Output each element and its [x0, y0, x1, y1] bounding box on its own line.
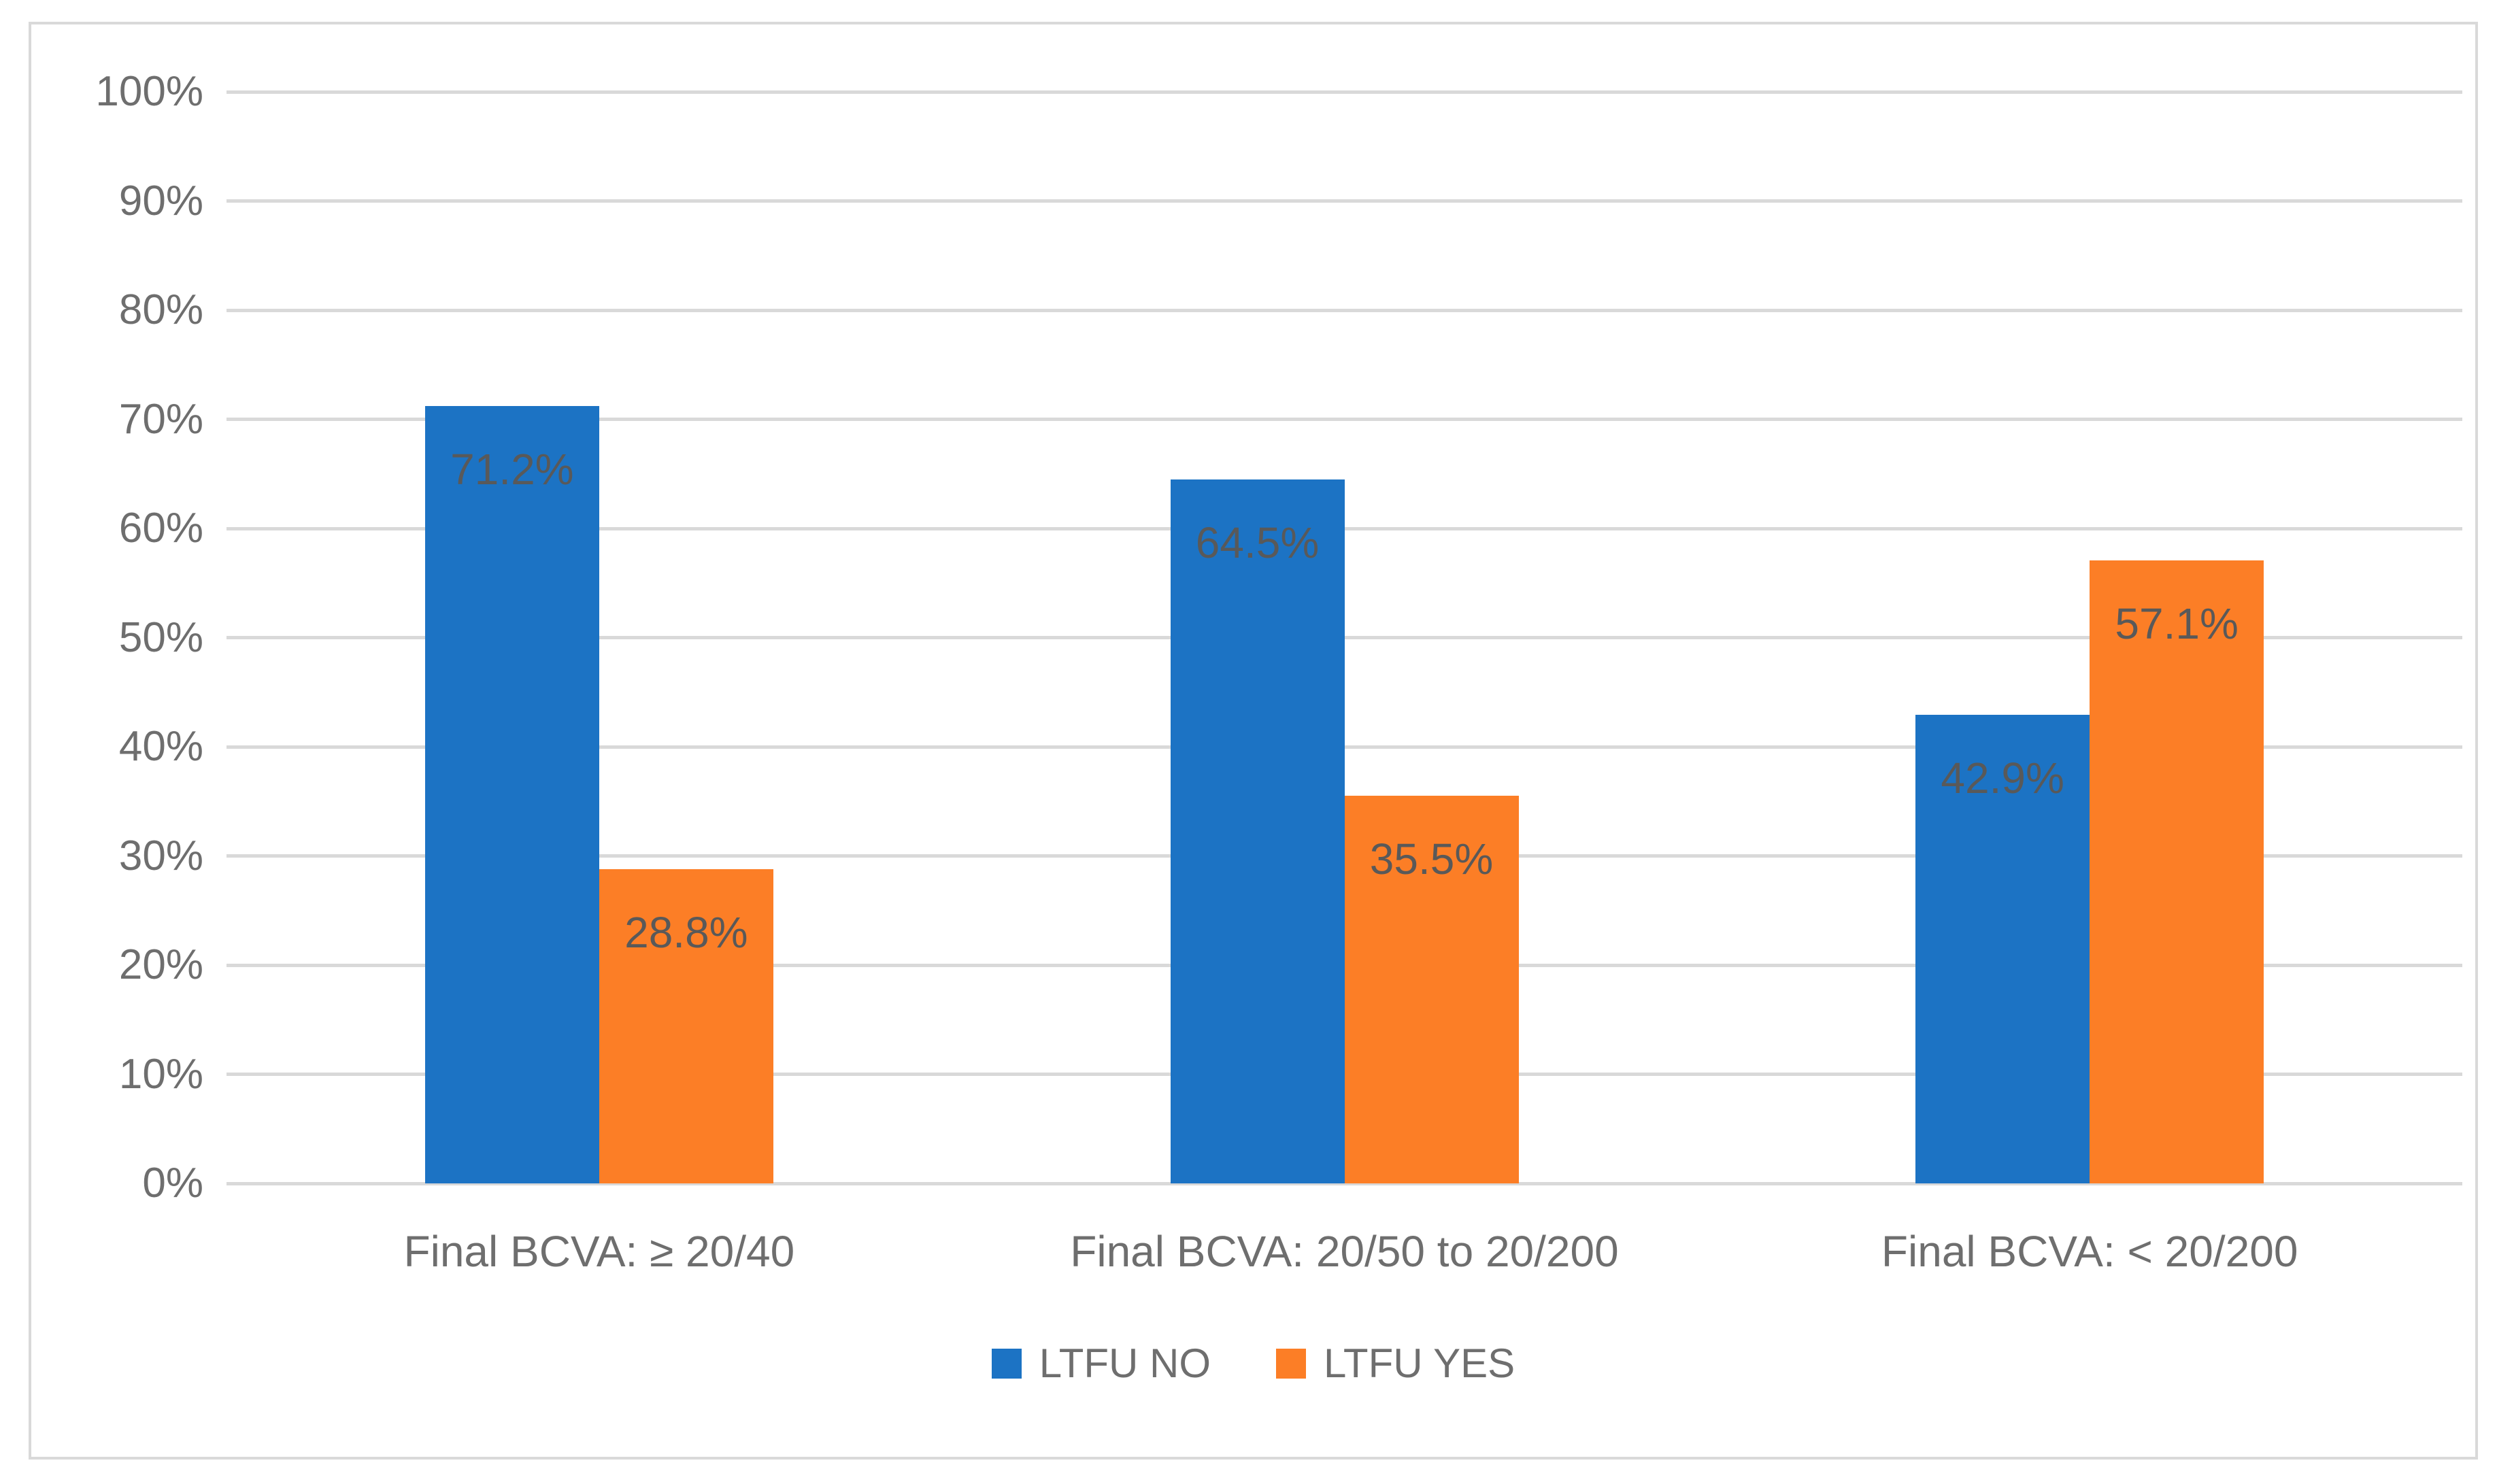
bar-ltfu-yes-0: 28.8%	[599, 869, 773, 1183]
y-tick-label-80: 80%	[118, 286, 203, 333]
y-tick-label-30: 30%	[118, 832, 203, 879]
y-tick-label-100: 100%	[95, 68, 203, 115]
bar-value-label-ltfu-yes-2: 57.1%	[2115, 598, 2239, 648]
bar-value-label-ltfu-no-2: 42.9%	[1941, 754, 2064, 803]
legend-swatch-ltfu-no	[991, 1349, 1022, 1379]
gridline-50	[227, 636, 2462, 639]
y-tick-label-10: 10%	[118, 1050, 203, 1098]
gridline-90	[227, 199, 2462, 203]
legend-swatch-ltfu-yes	[1276, 1349, 1306, 1379]
y-tick-label-70: 70%	[118, 395, 203, 443]
legend-label-ltfu-yes: LTFU YES	[1324, 1340, 1515, 1386]
bar-ltfu-no-0: 71.2%	[424, 406, 599, 1183]
y-tick-label-90: 90%	[118, 177, 203, 224]
y-tick-label-50: 50%	[118, 613, 203, 661]
bar-ltfu-no-2: 42.9%	[1915, 715, 2090, 1183]
bar-ltfu-yes-1: 35.5%	[1344, 796, 1519, 1183]
gridline-100	[227, 90, 2462, 94]
gridline-80	[227, 308, 2462, 312]
legend-item-ltfu-no: LTFU NO	[991, 1340, 1211, 1387]
category-label-0: Final BCVA: ≥ 20/40	[403, 1227, 795, 1276]
bar-value-label-ltfu-yes-0: 28.8%	[624, 907, 748, 957]
bar-value-label-ltfu-yes-1: 35.5%	[1369, 834, 1494, 884]
bar-value-label-ltfu-no-0: 71.2%	[450, 445, 574, 494]
category-label-1: Final BCVA: 20/50 to 20/200	[1070, 1227, 1619, 1276]
bar-ltfu-yes-2: 57.1%	[2090, 560, 2264, 1183]
chart-frame: 0% 10% 20% 30% 40% 50% 60% 70% 80% 90% 100% 71.2% 28…	[29, 22, 2478, 1460]
y-tick-label-20: 20%	[118, 941, 203, 988]
gridline-70	[227, 418, 2462, 421]
legend-item-ltfu-yes: LTFU YES	[1276, 1340, 1515, 1387]
bar-value-label-ltfu-no-1: 64.5%	[1195, 518, 1320, 567]
y-tick-label-40: 40%	[118, 723, 203, 770]
plot-area: 0% 10% 20% 30% 40% 50% 60% 70% 80% 90% 100% 71.2% 28…	[95, 68, 2462, 1276]
gridline-40	[227, 745, 2462, 749]
legend: LTFU NO LTFU YES	[31, 1340, 2475, 1387]
gridline-0	[227, 1181, 2462, 1185]
gridline-60	[227, 526, 2462, 530]
bar-ltfu-no-1: 64.5%	[1170, 479, 1345, 1183]
category-label-2: Final BCVA: < 20/200	[1881, 1227, 2298, 1276]
y-tick-label-0: 0%	[142, 1160, 203, 1207]
legend-label-ltfu-no: LTFU NO	[1039, 1340, 1211, 1386]
y-tick-label-60: 60%	[118, 505, 203, 552]
